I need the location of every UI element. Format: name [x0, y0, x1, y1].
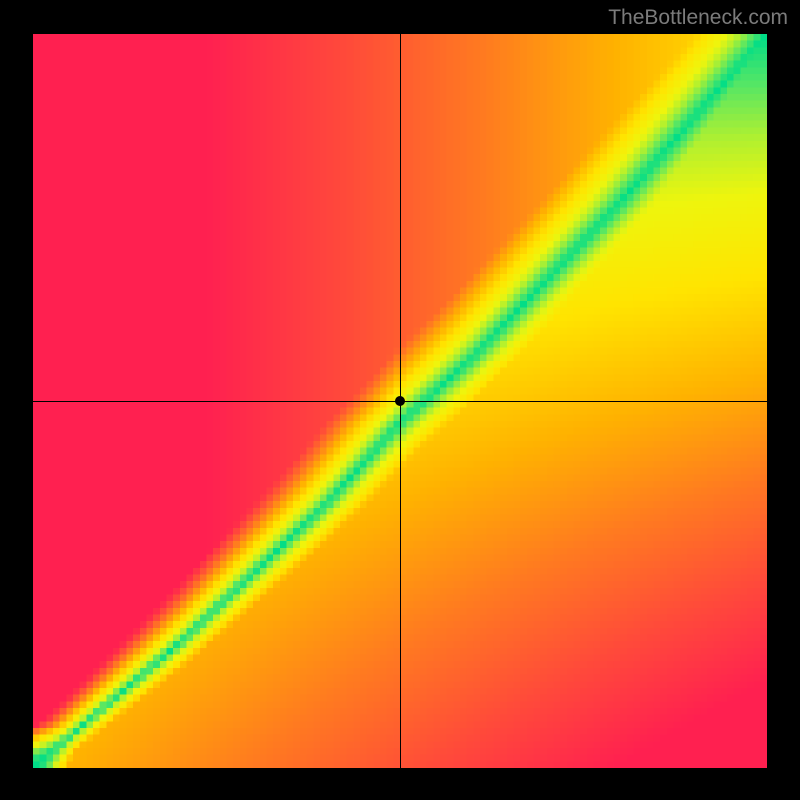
marker-dot [395, 396, 405, 406]
watermark-text: TheBottleneck.com [608, 6, 788, 30]
heatmap-chart [33, 34, 767, 768]
